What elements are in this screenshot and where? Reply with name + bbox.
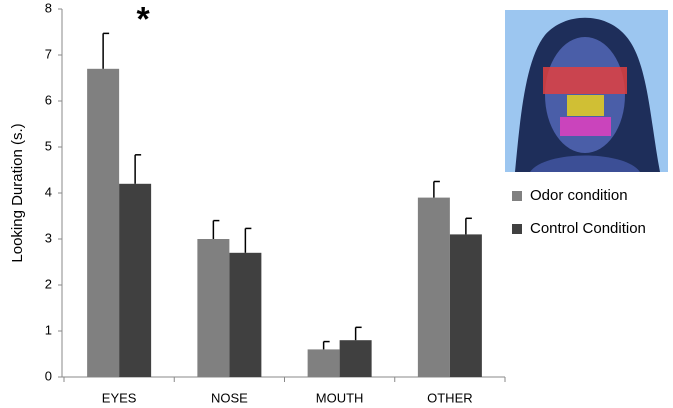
x-tick-label: MOUTH [316,390,364,405]
bar [229,252,262,377]
bar [417,197,450,377]
x-tick-label: OTHER [427,390,473,405]
legend-label: Control Condition [530,220,646,237]
y-tick-label: 8 [45,0,52,15]
bar [449,234,482,377]
bar [197,239,230,377]
bar [119,183,152,377]
bar [339,340,372,377]
legend-swatch [512,191,522,201]
x-tick-label: EYES [102,390,137,405]
y-tick-label: 4 [45,184,52,199]
y-tick-label: 0 [45,368,52,383]
legend-label: Odor condition [530,187,628,204]
y-tick-label: 5 [45,138,52,153]
bar [307,349,340,377]
bar [87,68,120,378]
y-tick-label: 6 [45,92,52,107]
legend-swatch [512,224,522,234]
y-tick-label: 1 [45,322,52,337]
y-axis-label: Looking Duration (s.) [9,123,26,262]
y-tick-label: 7 [45,46,52,61]
x-tick-label: NOSE [211,390,248,405]
face-image [505,10,668,172]
y-tick-label: 3 [45,230,52,245]
y-tick-label: 2 [45,276,52,291]
annotation: * [137,0,151,38]
